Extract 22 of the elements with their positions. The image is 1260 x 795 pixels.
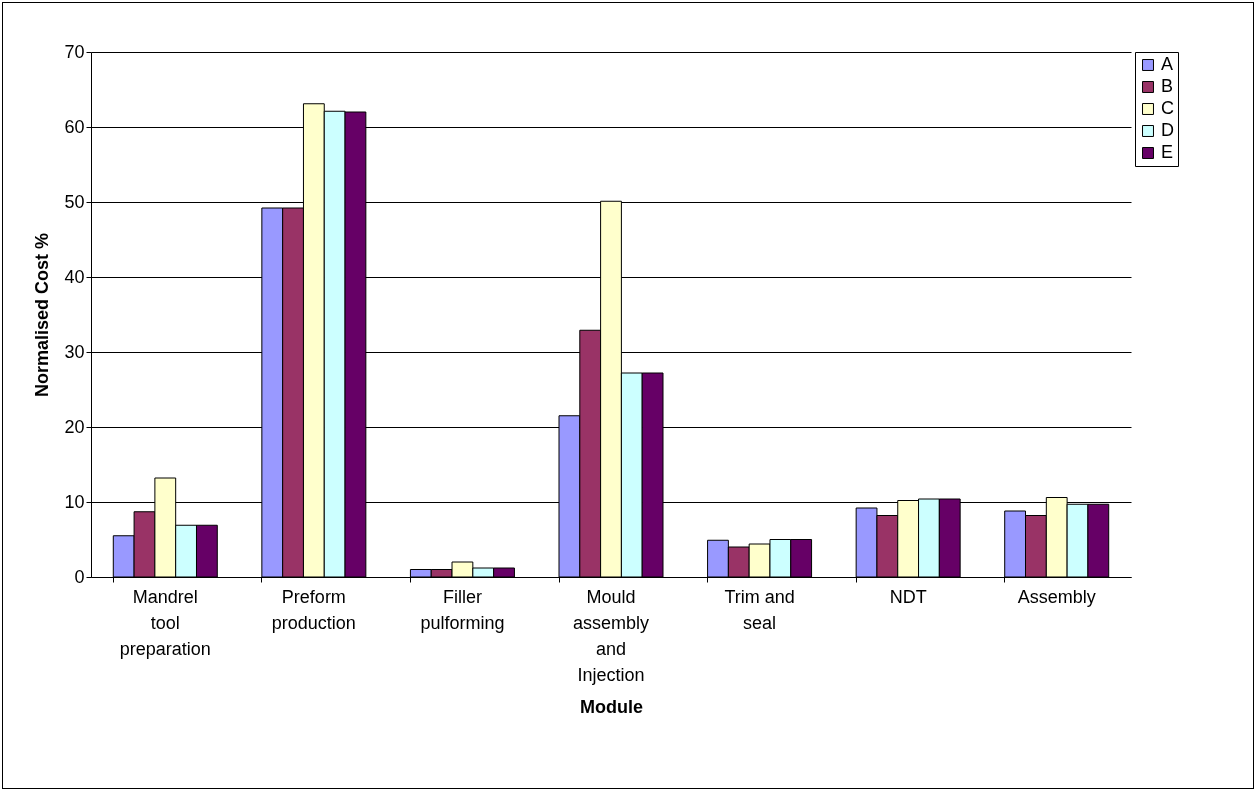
x-tick-label: Preform production bbox=[271, 586, 356, 633]
x-tick-label: Trim and seal bbox=[724, 586, 795, 633]
y-tick-label: 0 bbox=[74, 566, 85, 587]
y-tick-label: 10 bbox=[64, 491, 85, 512]
legend-label: E bbox=[1161, 142, 1174, 162]
y-tick-label: 60 bbox=[64, 116, 85, 137]
legend-label: A bbox=[1161, 54, 1174, 74]
legend-label: D bbox=[1161, 120, 1174, 140]
y-tick-label: 30 bbox=[64, 341, 85, 362]
x-axis-title: Module bbox=[580, 696, 643, 717]
x-tick-label: Filler pulforming bbox=[420, 586, 505, 633]
y-tick-label: 70 bbox=[64, 41, 85, 62]
y-tick-label: 20 bbox=[64, 416, 85, 437]
x-tick-label: Assembly bbox=[1017, 586, 1096, 607]
legend-label: B bbox=[1161, 76, 1174, 96]
y-tick-label: 50 bbox=[64, 191, 85, 212]
x-tick-label: Mould assembly and Injection bbox=[572, 586, 650, 685]
y-axis-title: Normalised Cost % bbox=[32, 232, 53, 398]
x-tick-label: NDT bbox=[889, 586, 927, 607]
x-tick-label: Mandrel tool preparation bbox=[119, 586, 211, 659]
legend-label: C bbox=[1161, 98, 1174, 118]
y-tick-label: 40 bbox=[64, 266, 85, 287]
